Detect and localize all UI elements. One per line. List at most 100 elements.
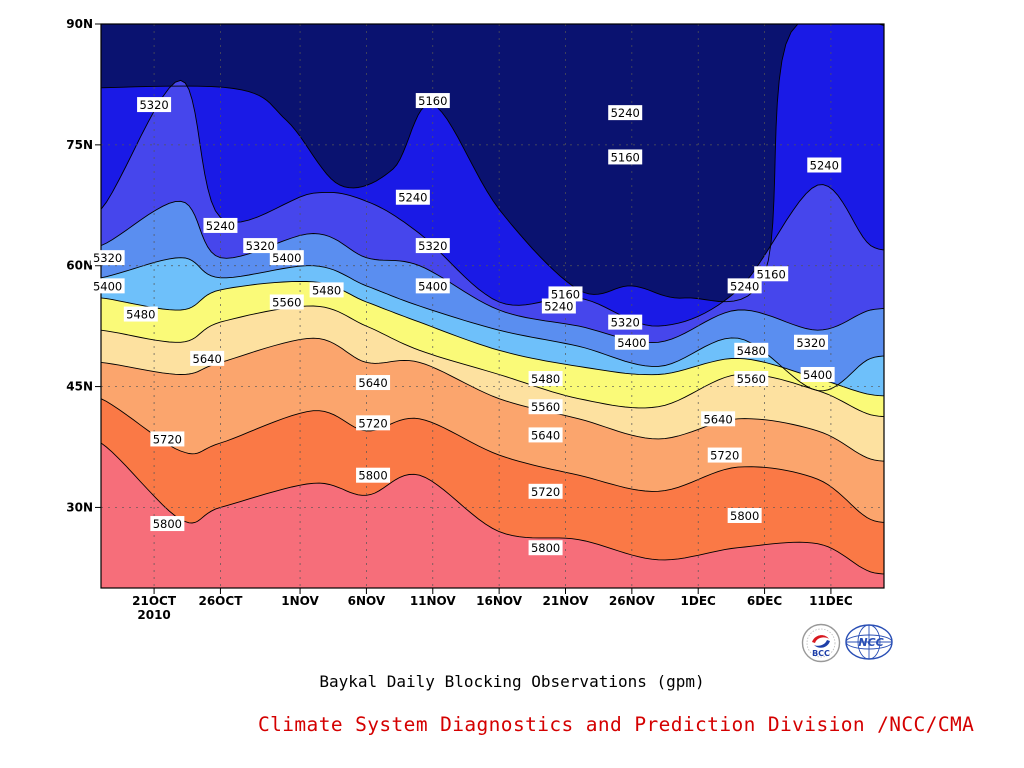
contour-label: 5160: [608, 149, 643, 165]
contour-label: 5400: [269, 250, 304, 266]
contour-label: 5640: [190, 350, 225, 366]
contour-label-text: 5320: [418, 239, 447, 253]
contour-label: 5480: [123, 306, 158, 322]
contour-label: 5320: [794, 334, 829, 350]
contour-label-text: 5160: [611, 150, 640, 164]
y-tick-label: 30N: [66, 500, 93, 514]
contour-line-5640: [101, 337, 884, 462]
contour-label: 5240: [807, 157, 842, 173]
x-tick-label: 11DEC: [809, 594, 853, 608]
y-axis: 30N 45N 60N 75N 90N: [66, 17, 101, 514]
contour-label: 5800: [727, 507, 762, 523]
contour-line-5320: [101, 200, 884, 344]
contour-label-text: 5400: [418, 279, 447, 293]
contour-label: 5560: [528, 399, 563, 415]
contour-label: 5240: [608, 105, 643, 121]
contour-label-text: 5320: [796, 336, 825, 350]
contour-label: 5480: [734, 342, 769, 358]
contour-label-text: 5480: [312, 283, 341, 297]
contour-label-box: [608, 149, 643, 165]
contour-label-box: [356, 415, 391, 431]
contour-label-text: 5240: [544, 300, 573, 314]
contour-label-text: 5560: [737, 372, 766, 386]
contour-label: 5640: [701, 411, 736, 427]
x-tick-label: 1DEC: [681, 594, 717, 608]
contour-label-box: [800, 366, 835, 382]
y-tick-label: 45N: [66, 380, 93, 394]
contour-label-box: [203, 217, 238, 233]
contour-label-text: 5640: [193, 352, 222, 366]
contour-label-text: 5480: [126, 308, 155, 322]
contour-label: 5720: [707, 447, 742, 463]
contour-label-text: 5240: [730, 279, 759, 293]
contour-label-text: 5480: [531, 372, 560, 386]
contour-label: 5320: [243, 238, 278, 254]
contour-label: 5720: [150, 431, 185, 447]
credit-line: Climate System Diagnostics and Predictio…: [258, 713, 975, 736]
contour-label-box: [528, 399, 563, 415]
contour-label-box: [734, 371, 769, 387]
contour-label: 5800: [356, 467, 391, 483]
x-tick-label: 26NOV: [609, 594, 656, 608]
contour-label: 5720: [528, 483, 563, 499]
contour-label-box: [794, 334, 829, 350]
contour-label-box: [528, 540, 563, 556]
contour-label-box: [150, 431, 185, 447]
contour-label-text: 5640: [531, 428, 560, 442]
contour-label-text: 5320: [93, 251, 122, 265]
contour-label: 5160: [754, 266, 789, 282]
contour-label-box: [614, 334, 649, 350]
contour-label: 5240: [203, 217, 238, 233]
contour-label-box: [807, 157, 842, 173]
ncc-logo-text: NCC: [858, 636, 883, 649]
contour-line-5720: [101, 398, 884, 523]
contour-label-box: [754, 266, 789, 282]
contour-label-text: 5240: [810, 159, 839, 173]
contour-label-box: [528, 483, 563, 499]
contour-label-box: [123, 306, 158, 322]
contour-label-text: 5560: [272, 295, 301, 309]
contour-line-5800: [101, 442, 884, 575]
contour-label-box: [707, 447, 742, 463]
contour-line-5400: [101, 257, 884, 392]
contour-label-box: [150, 516, 185, 532]
contour-label-text: 5560: [531, 400, 560, 414]
contour-label: 5480: [309, 282, 344, 298]
contour-label-text: 5240: [398, 191, 427, 205]
contour-label-text: 5160: [757, 267, 786, 281]
contour-label-box: [727, 278, 762, 294]
contour-label-box: [415, 278, 450, 294]
contour-label-text: 5720: [531, 485, 560, 499]
contour-label-box: [548, 286, 583, 302]
x-tick-label: 6DEC: [747, 594, 783, 608]
contour-label: 5320: [415, 238, 450, 254]
contour-label-box: [395, 189, 430, 205]
contour-label: 5400: [614, 334, 649, 350]
contour-label-box: [190, 350, 225, 366]
contour-labels: 5320524053205400532054005480556054805640…: [90, 93, 842, 556]
contour-label-box: [727, 507, 762, 523]
y-tick-label: 90N: [66, 17, 93, 31]
bcc-logo-text: BCC: [812, 649, 830, 658]
x-tick-label: 21OCT: [132, 594, 177, 608]
contour-label-text: 5400: [272, 251, 301, 265]
contour-label: 5640: [356, 375, 391, 391]
contour-label: 5240: [541, 298, 576, 314]
contour-label-text: 5160: [418, 94, 447, 108]
contour-label: 5640: [528, 427, 563, 443]
x-tick-year: 2010: [137, 608, 170, 622]
contour-label-box: [528, 371, 563, 387]
x-axis: 21OCT 26OCT 1NOV 6NOV 11NOV 16NOV 21NOV 26NOV 1D…: [132, 588, 853, 622]
contour-label: 5320: [608, 314, 643, 330]
contour-label: 5320: [137, 97, 172, 113]
grid-lines: [101, 24, 884, 588]
contour-label-text: 5800: [153, 517, 182, 531]
contour-label: 5800: [528, 540, 563, 556]
contour-label-text: 5320: [246, 239, 275, 253]
contour-label-text: 5720: [358, 416, 387, 430]
contour-label-box: [137, 97, 172, 113]
contour-label-box: [701, 411, 736, 427]
contour-label: 5400: [90, 278, 125, 294]
contour-label-box: [90, 278, 125, 294]
